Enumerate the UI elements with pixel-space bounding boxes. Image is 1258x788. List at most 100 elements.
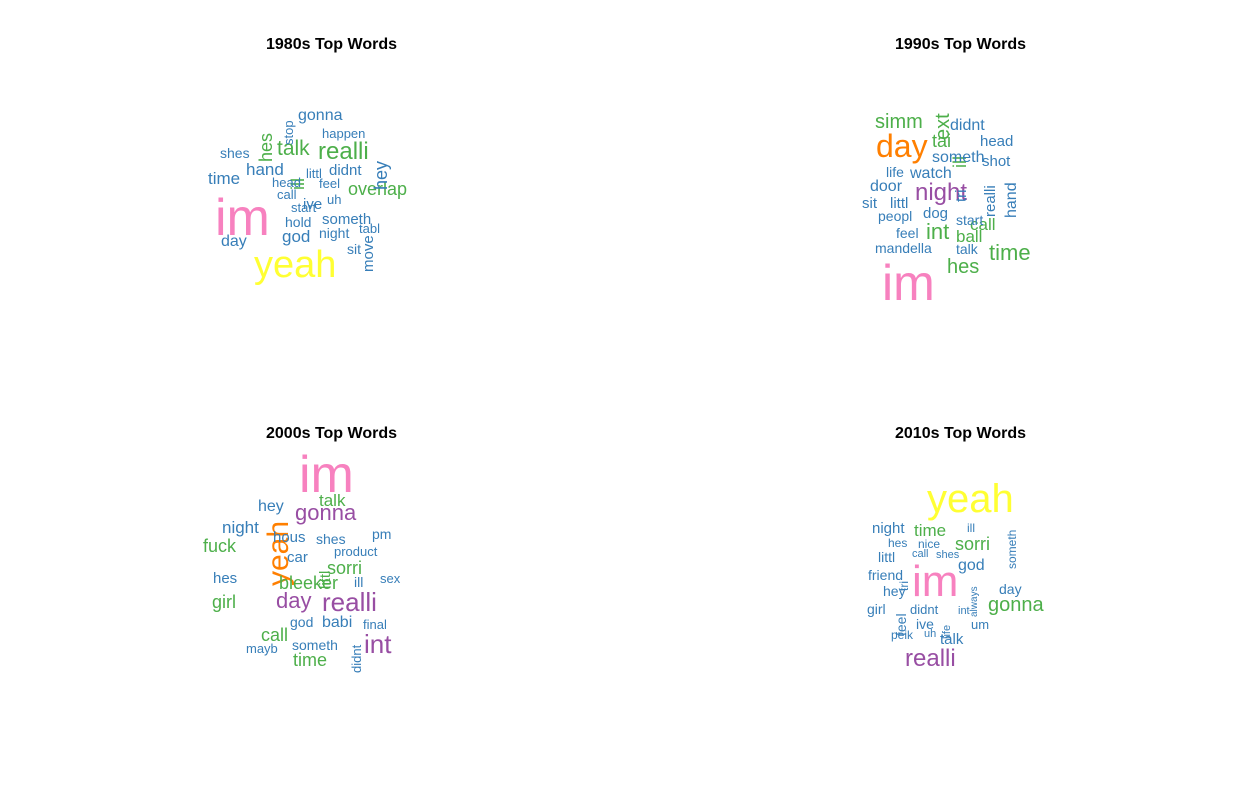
cloud-word: hous	[273, 529, 306, 546]
cloud-word: littl	[306, 166, 322, 181]
cloud-word: hold	[285, 214, 312, 230]
cloud-word: tabl	[359, 221, 380, 236]
cloud-word: start	[291, 200, 317, 215]
cloud-word: simm	[875, 111, 923, 133]
cloud-word: ill	[967, 521, 975, 535]
cloud-word: call	[912, 548, 929, 560]
cloud-word: tai	[932, 131, 952, 151]
cloud-word: talk	[277, 137, 310, 160]
cloud-word: shes	[316, 531, 346, 547]
cloud-word: ill	[354, 574, 364, 590]
cloud-word: hes	[947, 256, 980, 278]
cloud-word: someth	[322, 211, 372, 228]
cloud-word: gonna	[298, 107, 343, 124]
cloud-word: hand	[246, 160, 284, 179]
cloud-word: watch	[910, 165, 952, 182]
cloud-word: someth	[292, 637, 338, 653]
cloud-word: feel	[319, 176, 340, 191]
cloud-word: day	[999, 581, 1022, 597]
word-cloud: im yeah gonna realli day int talk fuck littl sorr…	[17, 399, 646, 778]
cloud-word: int	[958, 605, 970, 617]
panel-2000s: 2000s Top Words im yeah gonna realli day int t…	[17, 399, 646, 788]
panel-1990s: 1990s Top Words im day night int time hes simm…	[646, 10, 1258, 399]
cloud-word: tri	[953, 189, 970, 203]
cloud-word: life	[886, 164, 904, 180]
cloud-word: head	[980, 133, 1014, 150]
cloud-word: talk	[940, 631, 964, 648]
cloud-word: call	[261, 625, 289, 645]
cloud-word: car	[287, 549, 308, 566]
cloud-word: time	[989, 240, 1031, 265]
cloud-word: hey	[883, 583, 906, 599]
cloud-word: hand	[1003, 182, 1020, 218]
cloud-word: shes	[220, 145, 250, 161]
cloud-word: realli	[905, 645, 956, 672]
cloud-word: realli	[322, 587, 377, 617]
cloud-word: someth	[932, 149, 985, 166]
cloud-word: sit	[347, 241, 361, 257]
cloud-word: im	[299, 446, 354, 504]
cloud-word: girl	[212, 592, 237, 612]
word-cloud: im yeah realli talk overlap hand time hes ill hey…	[17, 10, 646, 399]
cloud-word: god	[282, 227, 311, 246]
cloud-word: call	[277, 187, 297, 202]
cloud-word: start	[956, 212, 984, 228]
cloud-word: pm	[372, 526, 392, 542]
cloud-word: always	[969, 586, 980, 617]
cloud-word: night	[222, 518, 259, 537]
cloud-word: hes	[213, 570, 238, 587]
cloud-word: overlap	[348, 179, 408, 199]
cloud-word: bleeker	[279, 573, 339, 593]
cloud-word: ive	[303, 196, 323, 213]
cloud-word: didnt	[950, 117, 985, 134]
cloud-word: time	[208, 169, 241, 188]
cloud-word: sex	[380, 571, 401, 586]
cloud-word: didnt	[329, 162, 362, 179]
cloud-word: peik	[891, 628, 914, 642]
cloud-word: yeah	[254, 244, 337, 286]
cloud-word: hes	[256, 132, 276, 162]
cloud-word: god	[290, 614, 314, 630]
cloud-word: talk	[319, 491, 346, 510]
cloud-word: time	[293, 650, 328, 670]
cloud-word: happen	[322, 126, 366, 141]
cloud-word: time	[914, 521, 947, 540]
cloud-word: night	[319, 225, 350, 241]
cloud-word: ive	[916, 616, 934, 632]
chart-title: 1980s Top Words	[266, 36, 397, 53]
cloud-word: realli	[318, 138, 369, 165]
panel-1980s: 1980s Top Words im yeah realli talk overlap h…	[17, 10, 646, 399]
cloud-word: int	[364, 629, 392, 659]
cloud-word: int	[926, 219, 950, 244]
cloud-word: day	[221, 233, 247, 250]
cloud-word: night	[915, 179, 968, 206]
cloud-word: day	[876, 128, 928, 164]
cloud-word: someth	[1005, 529, 1019, 569]
cloud-word: yeah	[927, 477, 1014, 521]
cloud-word: babi	[322, 614, 353, 631]
cloud-word: call	[970, 215, 996, 234]
cloud-word: stop	[281, 120, 296, 145]
cloud-word: sorri	[327, 558, 362, 578]
cloud-word: uh	[327, 192, 342, 207]
cloud-word: dog	[923, 205, 949, 222]
cloud-word: hey	[258, 498, 284, 515]
cloud-word: day	[276, 588, 312, 613]
cloud-word: final	[363, 617, 387, 632]
cloud-word: gonna	[988, 594, 1044, 616]
chart-title: 2000s Top Words	[266, 425, 397, 442]
cloud-word: shes	[936, 549, 960, 561]
cloud-word: product	[334, 544, 378, 559]
cloud-word: talk	[956, 241, 978, 257]
cloud-word: didnt	[349, 644, 364, 673]
cloud-word: head	[272, 175, 301, 190]
cloud-word: littl	[878, 549, 896, 565]
cloud-word: sit	[862, 195, 877, 212]
cloud-word: fuck	[203, 536, 237, 556]
cloud-word: move	[360, 235, 377, 272]
cloud-word: gonna	[295, 500, 357, 525]
cloud-word: mayb	[246, 641, 278, 656]
cloud-word: littl	[890, 195, 909, 212]
cloud-word: mandella	[875, 240, 932, 256]
cloud-word: shot	[982, 153, 1011, 170]
